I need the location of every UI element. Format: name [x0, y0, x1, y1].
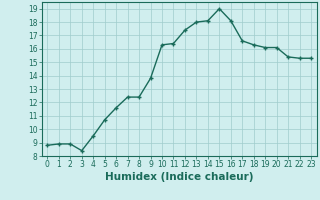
X-axis label: Humidex (Indice chaleur): Humidex (Indice chaleur) — [105, 172, 253, 182]
